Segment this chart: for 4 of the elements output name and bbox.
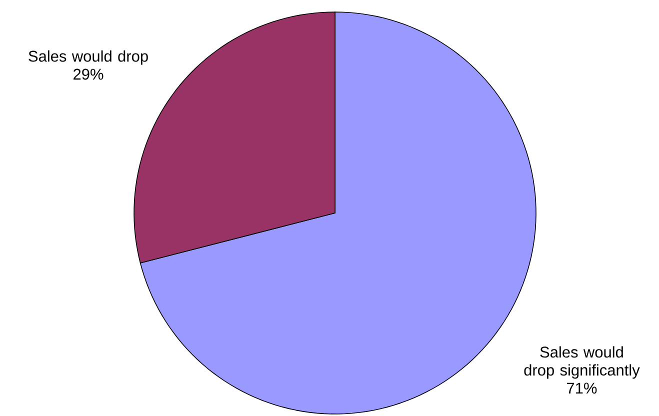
slice-label: Sales would drop (28, 50, 148, 65)
data-label: 71% (567, 382, 597, 394)
data-label: 29% (74, 68, 104, 80)
slice-label: Sales would drop significantly (524, 346, 640, 379)
